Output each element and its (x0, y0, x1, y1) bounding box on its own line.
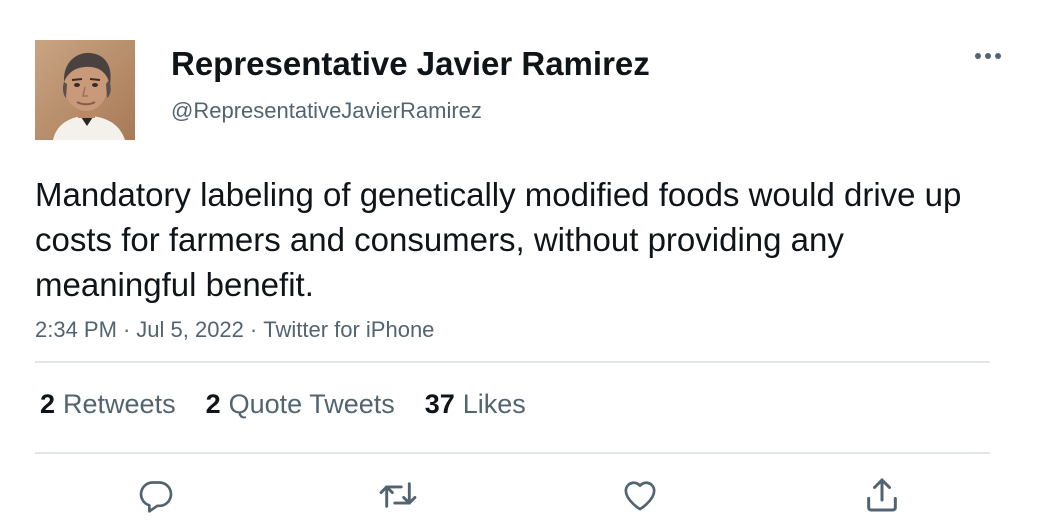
reply-icon (139, 481, 173, 513)
quote-tweets-label: Quote Tweets (228, 389, 395, 419)
retweet-button[interactable] (375, 472, 421, 518)
tweet-stats: 2 Retweets 2 Quote Tweets 37 Likes (40, 386, 556, 422)
tweet-actions (0, 470, 1050, 520)
retweets-count: 2 (40, 389, 56, 419)
avatar[interactable] (35, 40, 135, 140)
heart-icon (624, 481, 656, 511)
likes-count: 37 (424, 389, 455, 419)
author-name[interactable]: Representative Javier Ramirez (171, 45, 650, 82)
tweet-time[interactable]: 2:34 PM (35, 317, 117, 342)
retweet-icon (379, 482, 417, 508)
tweet-metadata: 2:34 PM · Jul 5, 2022 · Twitter for iPhone (35, 315, 434, 345)
quote-tweets-stat[interactable]: 2 Quote Tweets (206, 386, 395, 422)
tweet-date[interactable]: Jul 5, 2022 (136, 317, 244, 342)
share-icon (867, 478, 897, 512)
like-button[interactable] (617, 472, 663, 518)
avatar-photo (35, 40, 135, 140)
more-horizontal-icon (975, 53, 1001, 59)
retweets-label: Retweets (63, 389, 176, 419)
likes-stat[interactable]: 37 Likes (425, 386, 526, 422)
author-block: Representative Javier Ramirez @Represent… (171, 44, 650, 125)
meta-separator: · (249, 317, 258, 342)
tweet-text: Mandatory labeling of genetically modifi… (35, 176, 962, 303)
divider (35, 452, 990, 454)
divider (35, 361, 990, 363)
meta-separator: · (122, 317, 131, 342)
reply-button[interactable] (133, 472, 179, 518)
share-button[interactable] (859, 472, 905, 518)
tweet-source[interactable]: Twitter for iPhone (263, 317, 435, 342)
quote-tweets-count: 2 (205, 389, 221, 419)
likes-label: Likes (462, 389, 526, 419)
retweets-stat[interactable]: 2 Retweets (40, 386, 176, 422)
more-options-button[interactable] (968, 40, 1008, 72)
author-handle[interactable]: @RepresentativeJavierRamirez (171, 98, 482, 123)
